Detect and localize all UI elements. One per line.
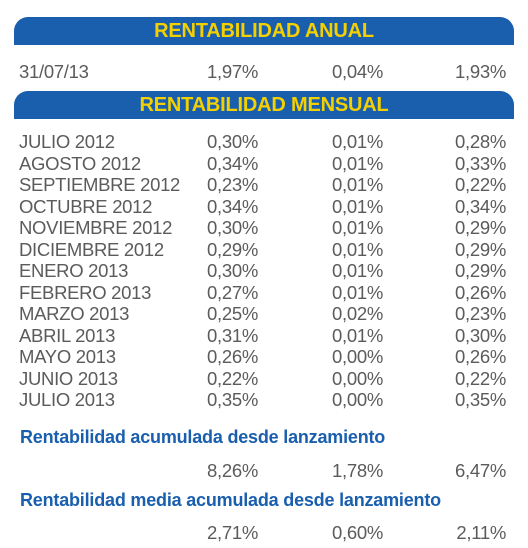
month-value-3: 0,33% (455, 152, 506, 174)
average-accumulated-value-2: 0,60% (332, 522, 383, 543)
month-value-1: 0,27% (207, 281, 258, 303)
month-value-2: 0,00% (332, 389, 383, 410)
month-value-3: 0,22% (455, 174, 506, 195)
month-value-1: 0,29% (207, 238, 258, 260)
monthly-row: OCTUBRE 2012 0,34% 0,01% 0,34% (0, 196, 528, 218)
annual-banner: RENTABILIDAD ANUAL (14, 17, 514, 45)
month-value-1: 0,30% (207, 260, 258, 281)
monthly-row: NOVIEMBRE 2012 0,30% 0,01% 0,29% (0, 217, 528, 239)
month-label: JULIO 2012 (19, 131, 115, 152)
month-label: JULIO 2013 (19, 389, 115, 410)
average-accumulated-row: 2,71% 0,60% 2,11% (0, 522, 528, 544)
month-value-2: 0,01% (332, 131, 383, 152)
annual-value-3: 1,93% (455, 61, 506, 82)
month-value-3: 0,26% (455, 346, 506, 367)
month-value-2: 0,01% (332, 174, 383, 195)
month-value-2: 0,01% (332, 238, 383, 260)
month-label: JUNIO 2013 (19, 367, 118, 389)
month-label: MARZO 2013 (19, 303, 130, 324)
month-value-1: 0,35% (207, 389, 258, 410)
month-value-3: 0,29% (455, 238, 506, 260)
month-value-1: 0,30% (207, 217, 258, 238)
monthly-row: JULIO 2013 0,35% 0,00% 0,35% (0, 389, 528, 411)
monthly-row: JUNIO 2013 0,22% 0,00% 0,22% (0, 368, 528, 390)
monthly-banner: RENTABILIDAD MENSUAL (14, 91, 514, 119)
accumulated-value-1: 8,26% (207, 460, 258, 481)
average-accumulated-heading: Rentabilidad media acumulada desde lanza… (20, 490, 441, 510)
monthly-row: JULIO 2012 0,30% 0,01% 0,28% (0, 131, 528, 153)
month-value-2: 0,01% (332, 260, 383, 281)
month-value-1: 0,23% (207, 174, 258, 195)
month-label: ABRIL 2013 (19, 324, 116, 346)
month-value-2: 0,01% (332, 324, 383, 346)
month-value-3: 0,35% (455, 389, 506, 410)
accumulated-row: 8,26% 1,78% 6,47% (0, 460, 528, 482)
month-label: OCTUBRE 2012 (19, 195, 153, 217)
month-value-1: 0,22% (207, 367, 258, 389)
month-value-3: 0,29% (455, 217, 506, 238)
month-value-3: 0,30% (455, 324, 506, 346)
annual-value-1: 1,97% (207, 61, 258, 82)
monthly-row: MAYO 2013 0,26% 0,00% 0,26% (0, 346, 528, 368)
accumulated-value-3: 6,47% (455, 460, 506, 481)
month-label: NOVIEMBRE 2012 (19, 217, 173, 238)
monthly-row: DICIEMBRE 2012 0,29% 0,01% 0,29% (0, 239, 528, 261)
month-value-2: 0,01% (332, 195, 383, 217)
month-value-1: 0,31% (207, 324, 258, 346)
accumulated-value-2: 1,78% (332, 460, 383, 481)
month-value-3: 0,28% (455, 131, 506, 152)
annual-row: 31/07/13 1,97% 0,04% 1,93% (0, 61, 528, 83)
month-label: AGOSTO 2012 (19, 152, 141, 174)
month-value-3: 0,26% (455, 281, 506, 303)
monthly-row: AGOSTO 2012 0,34% 0,01% 0,33% (0, 153, 528, 175)
month-value-2: 0,01% (332, 281, 383, 303)
month-value-2: 0,00% (332, 367, 383, 389)
month-value-2: 0,01% (332, 217, 383, 238)
average-accumulated-value-1: 2,71% (207, 522, 258, 543)
month-value-2: 0,02% (332, 303, 383, 324)
month-label: FEBRERO 2013 (19, 281, 152, 303)
month-label: SEPTIEMBRE 2012 (19, 174, 181, 195)
month-label: DICIEMBRE 2012 (19, 238, 164, 260)
month-value-3: 0,34% (455, 195, 506, 217)
monthly-title: RENTABILIDAD MENSUAL (139, 93, 389, 116)
month-label: MAYO 2013 (19, 346, 116, 367)
month-value-3: 0,29% (455, 260, 506, 281)
average-accumulated-value-3: 2,11% (456, 522, 506, 543)
annual-value-2: 0,04% (332, 61, 383, 82)
annual-date: 31/07/13 (19, 61, 89, 82)
month-value-1: 0,25% (207, 303, 258, 324)
month-value-1: 0,34% (207, 195, 258, 217)
month-value-1: 0,26% (207, 346, 258, 367)
month-value-2: 0,01% (332, 152, 383, 174)
monthly-row: SEPTIEMBRE 2012 0,23% 0,01% 0,22% (0, 174, 528, 196)
month-label: ENERO 2013 (19, 260, 129, 281)
monthly-row: ABRIL 2013 0,31% 0,01% 0,30% (0, 325, 528, 347)
month-value-3: 0,23% (455, 303, 506, 324)
month-value-1: 0,30% (207, 131, 258, 152)
month-value-2: 0,00% (332, 346, 383, 367)
monthly-row: ENERO 2013 0,30% 0,01% 0,29% (0, 260, 528, 282)
monthly-row: MARZO 2013 0,25% 0,02% 0,23% (0, 303, 528, 325)
month-value-1: 0,34% (207, 152, 258, 174)
monthly-row: FEBRERO 2013 0,27% 0,01% 0,26% (0, 282, 528, 304)
accumulated-heading: Rentabilidad acumulada desde lanzamiento (20, 427, 386, 447)
annual-title: RENTABILIDAD ANUAL (154, 19, 374, 42)
month-value-3: 0,22% (455, 367, 506, 389)
